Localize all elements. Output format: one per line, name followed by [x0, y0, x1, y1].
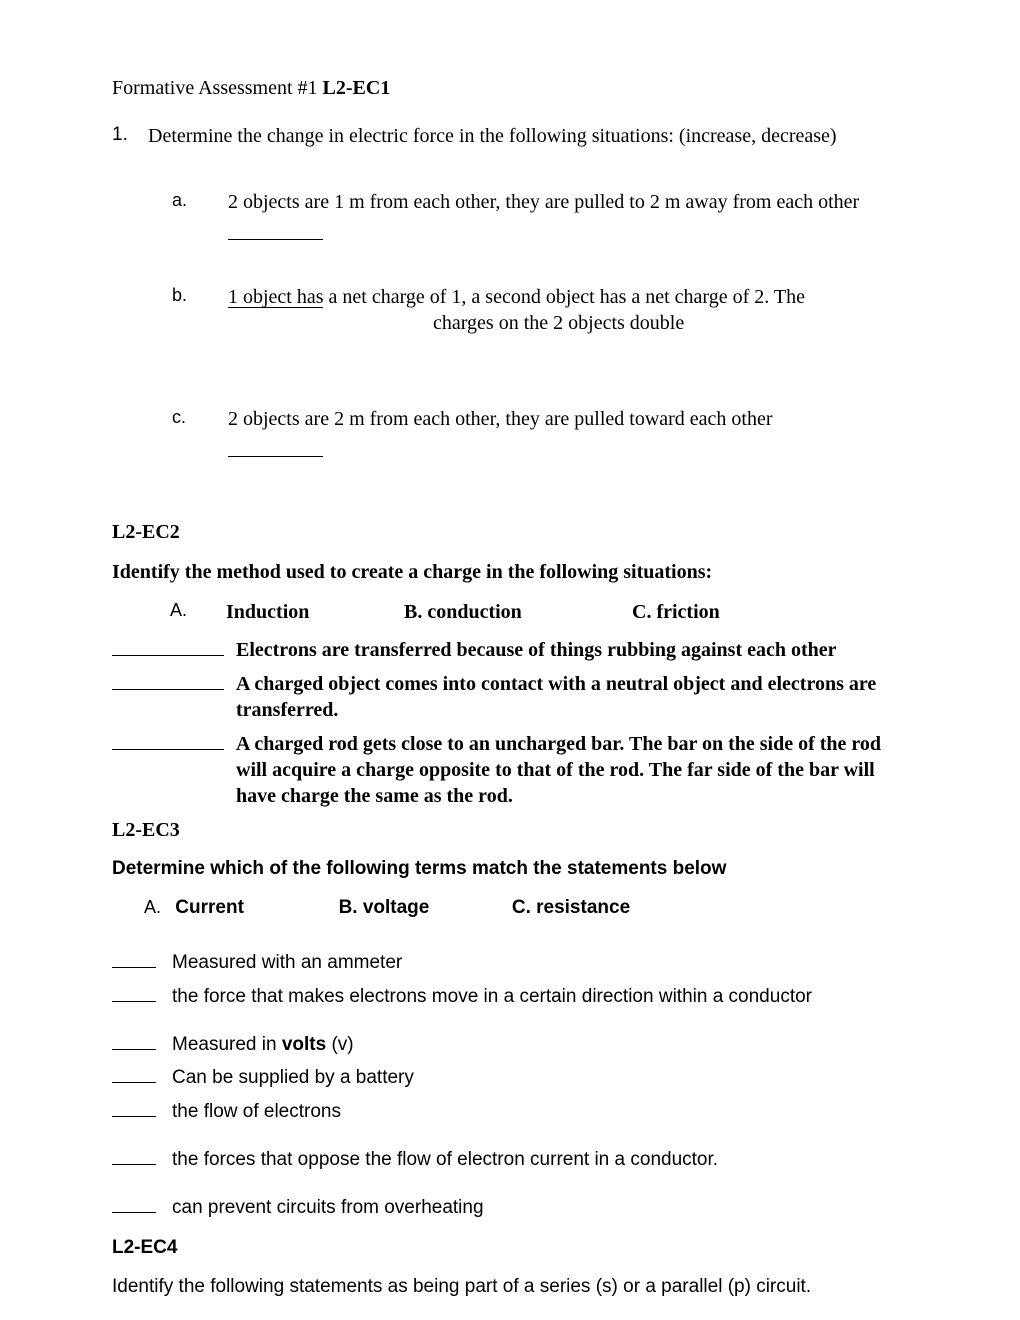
q1-a-letter: a.: [172, 189, 228, 240]
ec2-choice-c: C. friction: [632, 599, 720, 625]
ec3-s1: Measured with an ammeter: [112, 950, 908, 976]
q1-c-blank[interactable]: [228, 438, 323, 457]
ec3-s3-blank[interactable]: [112, 1032, 156, 1050]
header-prefix: Formative Assessment #1: [112, 77, 323, 99]
header-line: Formative Assessment #1 L2-EC1: [112, 75, 908, 101]
ec3-s7-text: can prevent circuits from overheating: [172, 1196, 908, 1221]
q1-b-blank[interactable]: [228, 307, 323, 308]
q1-a-blank[interactable]: [228, 221, 323, 240]
ec3-s6-blank[interactable]: [112, 1147, 156, 1165]
ec3-choice-b: B. voltage: [339, 896, 507, 921]
ec3-s5-text: the flow of electrons: [172, 1100, 908, 1125]
ec3-s1-blank[interactable]: [112, 950, 156, 968]
ec2-code: L2-EC2: [112, 519, 908, 545]
ec2-s2-text: A charged object comes into contact with…: [236, 671, 908, 723]
ec3-s3c: (v): [326, 1034, 353, 1055]
q1-b-letter: b.: [172, 284, 228, 310]
q1-a-text: 2 objects are 1 m from each other, they …: [228, 191, 859, 213]
ec3-s6: the forces that oppose the flow of elect…: [112, 1147, 908, 1173]
header-code: L2-EC1: [323, 77, 391, 99]
ec3-s2: the force that makes electrons move in a…: [112, 984, 908, 1010]
ec2-s3-blank[interactable]: [112, 731, 224, 750]
ec3-choice-a-letter: A.: [144, 896, 170, 919]
ec2-s2: A charged object comes into contact with…: [112, 671, 908, 723]
ec3-s3a: Measured in: [172, 1034, 282, 1055]
q1-text: Determine the change in electric force i…: [148, 123, 837, 149]
ec2-prompt: Identify the method used to create a cha…: [112, 559, 908, 585]
ec2-choice-a: Induction: [226, 599, 404, 625]
ec3-s6-text: the forces that oppose the flow of elect…: [172, 1148, 908, 1173]
ec3-s7: can prevent circuits from overheating: [112, 1195, 908, 1221]
q1-c: c. 2 objects are 2 m from each other, th…: [112, 406, 908, 457]
ec3-s5-blank[interactable]: [112, 1099, 156, 1117]
ec2-s3: A charged rod gets close to an uncharged…: [112, 731, 908, 809]
ec3-s7-blank[interactable]: [112, 1195, 156, 1213]
ec3-choice-a: Current: [175, 896, 333, 921]
ec4-prompt: Identify the following statements as bei…: [112, 1275, 908, 1300]
ec3-s5: the flow of electrons: [112, 1099, 908, 1125]
ec2-s2-blank[interactable]: [112, 671, 224, 690]
ec3-s3: Measured in volts (v): [112, 1032, 908, 1058]
ec2-s1-blank[interactable]: [112, 637, 224, 656]
q1-a: a. 2 objects are 1 m from each other, th…: [112, 189, 908, 240]
ec2-s3-text: A charged rod gets close to an uncharged…: [236, 731, 908, 809]
ec3-s3-text: Measured in volts (v): [172, 1033, 908, 1058]
ec3-choices: A. Current B. voltage C. resistance: [112, 896, 908, 921]
ec2-choice-b: B. conduction: [404, 599, 632, 625]
ec3-s4-text: Can be supplied by a battery: [172, 1066, 908, 1091]
ec3-code: L2-EC3: [112, 817, 908, 843]
q1-b-line2: charges on the 2 objects double: [323, 310, 684, 336]
ec2-choice-a-letter: A.: [170, 599, 226, 625]
ec3-s2-blank[interactable]: [112, 984, 156, 1002]
q1-c-text: 2 objects are 2 m from each other, they …: [228, 408, 773, 430]
ec2-s1-text: Electrons are transferred because of thi…: [236, 637, 908, 663]
ec2-s1: Electrons are transferred because of thi…: [112, 637, 908, 663]
ec3-s1-text: Measured with an ammeter: [172, 951, 908, 976]
ec3-choice-c: C. resistance: [512, 896, 630, 921]
q1-number: 1.: [112, 123, 148, 149]
ec3-s4-blank[interactable]: [112, 1065, 156, 1083]
ec2-choices: A. Induction B. conduction C. friction: [112, 599, 908, 625]
q1: 1. Determine the change in electric forc…: [112, 123, 908, 149]
ec3-prompt: Determine which of the following terms m…: [112, 857, 908, 882]
q1-b-cont: charges on the 2 objects double: [112, 310, 908, 336]
ec3-s4: Can be supplied by a battery: [112, 1065, 908, 1091]
ec3-s2-text: the force that makes electrons move in a…: [172, 985, 908, 1010]
q1-b-line1: 1 object has a net charge of 1, a second…: [228, 286, 805, 308]
ec3-s3b: volts: [282, 1034, 326, 1055]
ec4-code: L2-EC4: [112, 1236, 908, 1261]
document-page: Formative Assessment #1 L2-EC1 1. Determ…: [0, 0, 1020, 1320]
q1-c-letter: c.: [172, 406, 228, 457]
